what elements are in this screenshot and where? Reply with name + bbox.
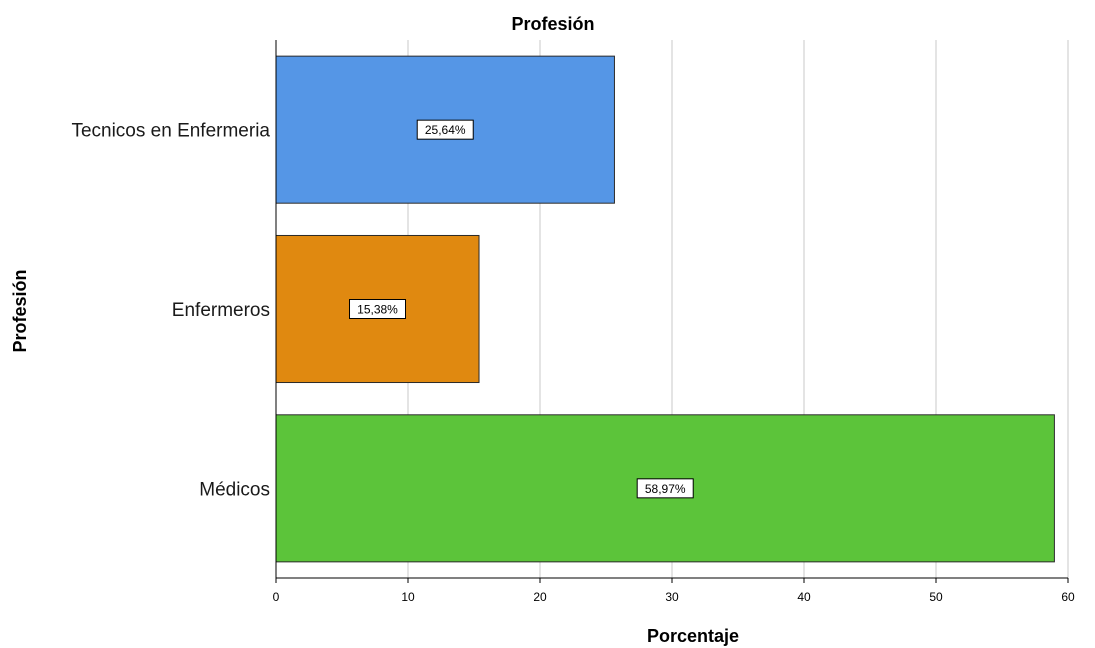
y-axis-title: Profesión	[10, 269, 30, 352]
x-axis-title: Porcentaje	[647, 626, 739, 646]
x-tick-label: 0	[273, 590, 280, 604]
data-label-box	[416, 119, 474, 140]
x-tick-label: 40	[797, 590, 811, 604]
data-label: 58,97%	[645, 482, 686, 496]
data-label: 15,38%	[357, 303, 398, 317]
category-label: Médicos	[199, 479, 270, 500]
x-tick-label: 50	[929, 590, 943, 604]
chart-title: Profesión	[511, 14, 594, 34]
data-labels: 25,64% 15,38% 58,97%	[349, 119, 694, 499]
category-labels: Tecnicos en Enfermeria Enfermeros Médicos	[71, 121, 270, 501]
x-tick-label: 60	[1061, 590, 1075, 604]
x-tick-label: 20	[533, 590, 547, 604]
x-tick-labels: 0 10 20 30 40 50 60	[273, 578, 1075, 604]
category-label: Enfermeros	[172, 300, 270, 321]
data-label-box	[636, 478, 694, 499]
x-tick-label: 30	[665, 590, 679, 604]
x-tick-label: 10	[401, 590, 415, 604]
category-label: Tecnicos en Enfermeria	[71, 121, 270, 142]
data-label: 25,64%	[425, 123, 466, 137]
data-label-box	[349, 299, 407, 319]
